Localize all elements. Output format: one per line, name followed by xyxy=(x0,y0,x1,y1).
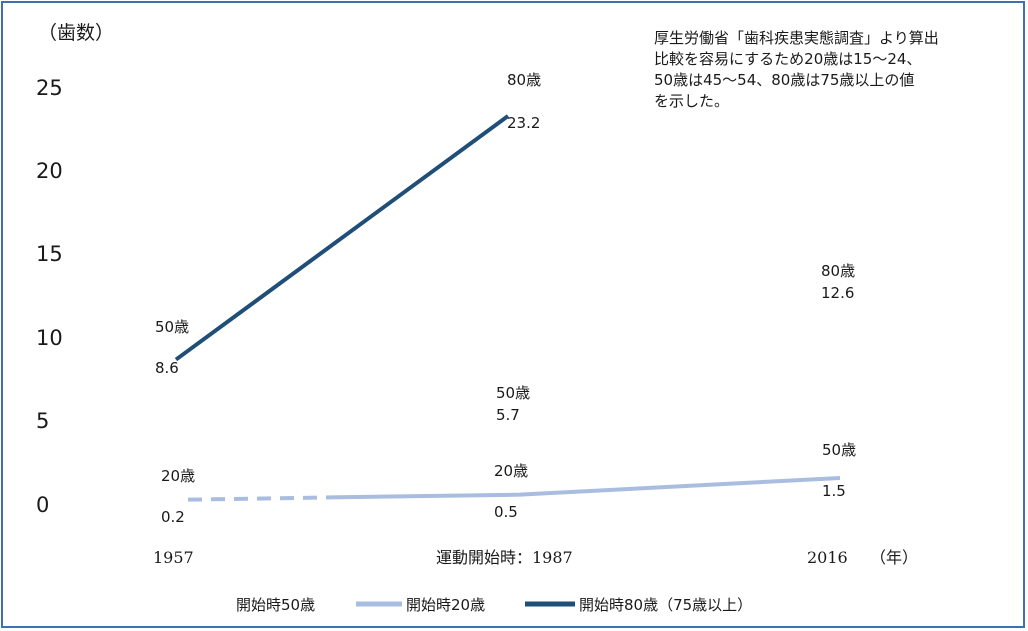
y-tick-label: 15 xyxy=(36,242,63,266)
series-line-50 xyxy=(329,475,841,500)
note-line: 50歳は45～54、80歳は75歳以上の値 xyxy=(654,71,914,89)
y-tick-label: 0 xyxy=(36,493,49,517)
x-tick-label: 2016 xyxy=(807,548,848,567)
data-label-value: 8.6 xyxy=(155,359,179,377)
legend: 開始時50歳 開始時20歳 開始時80歳（75歳以上） xyxy=(236,596,752,614)
y-tick-label: 25 xyxy=(36,76,63,100)
legend-label: 開始時20歳 xyxy=(406,596,485,614)
data-label-age: 20歳 xyxy=(161,467,195,485)
note-line: を示した。 xyxy=(654,92,729,110)
y-axis-ticks: 0 5 10 15 20 25 xyxy=(36,76,63,517)
series-line-50-dashed xyxy=(187,495,331,502)
data-label-age: 80歳 xyxy=(821,262,855,280)
data-label-age: 20歳 xyxy=(494,462,528,480)
y-tick-label: 5 xyxy=(36,409,49,433)
data-label-value: 5.7 xyxy=(496,406,520,424)
note-line: 厚生労働省「歯科疾患実態調査」より算出 xyxy=(654,29,939,47)
data-label-value: 12.6 xyxy=(821,284,854,302)
data-label-value: 0.2 xyxy=(161,508,185,526)
legend-label: 開始時80歳（75歳以上） xyxy=(579,596,752,614)
data-label-age: 80歳 xyxy=(507,71,541,89)
data-label-value: 23.2 xyxy=(507,114,540,132)
y-tick-label: 10 xyxy=(36,326,63,350)
data-label-age: 50歳 xyxy=(496,384,530,402)
y-tick-label: 20 xyxy=(36,159,63,183)
source-note: 厚生労働省「歯科疾患実態調査」より算出 比較を容易にするため20歳は15～24、… xyxy=(654,29,939,110)
legend-label: 開始時50歳 xyxy=(236,596,315,614)
data-labels: 20歳 0.2 20歳 0.5 50歳 1.5 50歳 5.7 80歳 12.6… xyxy=(155,71,856,526)
note-line: 比較を容易にするため20歳は15～24、 xyxy=(654,50,921,68)
x-tick-label: 1957 xyxy=(153,548,194,567)
data-label-value: 1.5 xyxy=(822,482,846,500)
series-line-80 xyxy=(174,114,510,362)
data-label-value: 0.5 xyxy=(494,503,518,521)
data-label-age: 50歳 xyxy=(822,441,856,459)
data-label-age: 50歳 xyxy=(155,318,189,336)
y-unit-label: （歯数） xyxy=(38,22,114,44)
x-tick-label: 運動開始時：1987 xyxy=(436,548,573,567)
x-unit-label: （年） xyxy=(870,548,918,567)
